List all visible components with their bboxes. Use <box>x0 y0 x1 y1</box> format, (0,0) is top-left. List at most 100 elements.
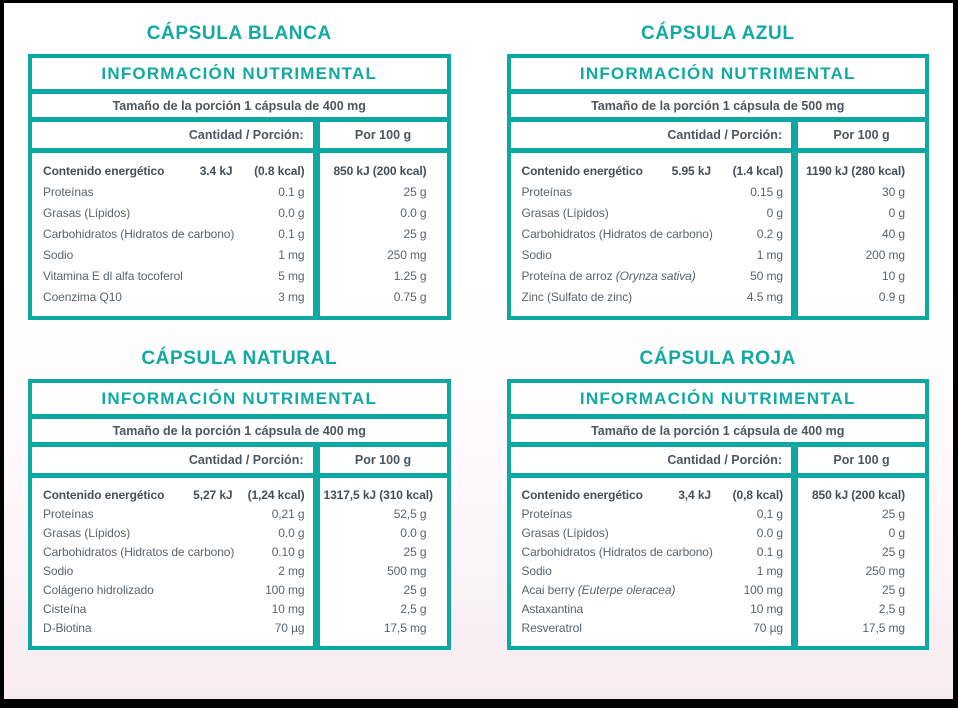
energy-kj: 3.4 kJ <box>199 164 233 178</box>
per100-value: 200 mg <box>865 248 906 262</box>
nutrient-row: Grasas (Lípidos) 0 g <box>522 203 784 224</box>
nutrient-row: Proteínas 0.15 g <box>522 182 784 203</box>
table-title: INFORMACIÓN NUTRIMENTAL <box>32 383 447 414</box>
per100-energy: 1190 kJ (280 kcal) <box>806 164 905 178</box>
nutrient-amount: 2 mg <box>278 564 305 578</box>
nutrient-amount: 1 mg <box>756 248 783 262</box>
nutrient-species: (Euterpe oleracea) <box>577 583 676 597</box>
per100-value: 250 mg <box>387 248 427 262</box>
nutrient-name: Carbohidratos (Hidratos de carbono) <box>521 227 713 241</box>
nutrient-row: Zinc (Sulfato de zinc) 4.5 mg <box>522 287 784 308</box>
energy-kj: 3,4 kJ <box>678 488 711 502</box>
nutrient-row: Proteínas 0,1 g <box>522 505 784 524</box>
nutrition-facts-table: INFORMACIÓN NUTRIMENTAL Tamaño de la por… <box>506 379 929 650</box>
nutrition-facts-table: INFORMACIÓN NUTRIMENTAL Tamaño de la por… <box>506 54 929 320</box>
nutrient-amount: 0,21 g <box>271 507 305 521</box>
nutrient-label: Proteínas <box>522 182 751 203</box>
nutrient-name: Proteína de arroz <box>521 269 616 283</box>
nutrient-label: Proteínas <box>43 505 272 524</box>
nutrient-label: Grasas (Lípidos) <box>522 524 757 543</box>
nutrient-row: Proteína de arroz (Orynza sativa) 50 mg <box>522 266 784 287</box>
nutrient-name: Proteínas <box>521 507 573 521</box>
nutrient-amount: 1 mg <box>278 248 305 262</box>
nutrient-row: Carbohidratos (Hidratos de carbono) 0.1 … <box>43 224 305 245</box>
nutrient-row: Sodio 1 mg <box>522 245 784 266</box>
nutrients-column: Contenido energético 5.95 kJ (1.4 kcal) … <box>510 153 791 316</box>
panel-capsula-blanca: CÁPSULA BLANCA INFORMACIÓN NUTRIMENTAL T… <box>28 19 451 320</box>
nutrient-amount: 0.0 g <box>278 206 305 220</box>
capsule-title: CÁPSULA ROJA <box>639 348 796 369</box>
nutrient-amount: 100 mg <box>265 583 305 597</box>
nutrient-label: Carbohidratos (Hidratos de carbono) <box>522 543 757 562</box>
nutrient-amount: 3 mg <box>278 290 305 304</box>
nutrient-amount: 0.15 g <box>750 185 783 199</box>
per100-value: 30 g <box>882 185 905 199</box>
per100-value: 25 g <box>882 507 905 521</box>
nutrient-amount: 10 mg <box>750 602 783 616</box>
nutrient-label: Contenido energético <box>43 164 165 178</box>
nutrient-name: D-Biotina <box>43 621 92 635</box>
energy-row: Contenido energético 5.95 kJ (1.4 kcal) <box>522 161 784 182</box>
per100-value: 17,5 mg <box>383 621 427 635</box>
nutrient-name: Grasas (Lípidos) <box>521 526 609 540</box>
energy-kcal: (1,24 kcal) <box>247 488 305 502</box>
nutrient-amount: 0.10 g <box>271 545 305 559</box>
per100-value: 0.9 g <box>878 290 905 304</box>
nutrient-name: Grasas (Lípidos) <box>43 206 131 220</box>
table-body: Contenido energético 5.95 kJ (1.4 kcal) … <box>510 153 925 316</box>
per100-value: 25 g <box>403 227 427 241</box>
nutrient-amount: 100 mg <box>743 583 784 597</box>
nutrient-label: Proteínas <box>43 182 278 203</box>
nutrient-name: Resveratrol <box>521 621 582 635</box>
col-header-per100: Por 100 g <box>798 122 925 148</box>
per100-value: 52,5 g <box>393 507 427 521</box>
col-header-per100: Por 100 g <box>319 122 447 148</box>
nutrient-amount: 0.0 g <box>756 526 783 540</box>
nutrient-row: Acai berry (Euterpe oleracea) 100 mg <box>522 581 784 600</box>
per100-value: 0.0 g <box>400 526 427 540</box>
nutrient-label: Sodio <box>43 245 278 266</box>
per100-value: 0 g <box>888 206 905 220</box>
serving-size: Tamaño de la porción 1 cápsula de 400 mg <box>32 94 447 117</box>
nutrient-amount: 70 µg <box>753 621 783 635</box>
nutrient-name: Grasas (Lípidos) <box>43 526 131 540</box>
energy-row: Contenido energético 3.4 kJ (0.8 kcal) <box>43 161 305 182</box>
nutrient-row: Astaxantina 10 mg <box>522 600 784 619</box>
nutrients-column: Contenido energético 5,27 kJ (1,24 kcal)… <box>32 478 313 646</box>
nutrient-label: Carbohidratos (Hidratos de carbono) <box>43 224 278 245</box>
panel-capsula-natural: CÁPSULA NATURAL INFORMACIÓN NUTRIMENTAL … <box>28 344 451 650</box>
nutrient-label: Colágeno hidrolizado <box>43 581 265 600</box>
table-title: INFORMACIÓN NUTRIMENTAL <box>32 58 447 89</box>
nutrient-row: Colágeno hidrolizado 100 mg <box>43 581 305 600</box>
nutrient-label: Proteína de arroz (Orynza sativa) <box>522 266 751 287</box>
capsule-title: CÁPSULA NATURAL <box>141 348 338 369</box>
nutrient-row: Coenzima Q10 3 mg <box>43 287 305 308</box>
nutrients-column: Contenido energético 3,4 kJ (0,8 kcal) P… <box>510 478 791 646</box>
energy-kj: 5.95 kJ <box>671 164 711 178</box>
nutrient-label: Coenzima Q10 <box>43 287 278 308</box>
nutrient-label: Carbohidratos (Hidratos de carbono) <box>522 224 757 245</box>
nutrient-name: Grasas (Lípidos) <box>521 206 609 220</box>
nutrient-row: Grasas (Lípidos) 0.0 g <box>522 524 784 543</box>
panel-capsula-roja: CÁPSULA ROJA INFORMACIÓN NUTRIMENTAL Tam… <box>506 344 929 650</box>
table-body: Contenido energético 3.4 kJ (0.8 kcal) P… <box>32 153 447 316</box>
per100-energy: 1317,5 kJ (310 kcal) <box>323 488 434 502</box>
nutrient-name: Zinc (Sulfato de zinc) <box>521 290 633 304</box>
nutrient-amount: 1 mg <box>756 564 783 578</box>
serving-size: Tamaño de la porción 1 cápsula de 500 mg <box>510 94 925 117</box>
column-header-row: Cantidad / Porción: Por 100 g <box>32 122 447 148</box>
nutrient-name: Carbohidratos (Hidratos de carbono) <box>43 545 235 559</box>
energy-kcal: (1.4 kcal) <box>732 164 783 178</box>
nutrient-row: Carbohidratos (Hidratos de carbono) 0.1 … <box>522 543 784 562</box>
serving-size: Tamaño de la porción 1 cápsula de 400 mg <box>510 419 925 442</box>
col-header-portion: Cantidad / Porción: <box>32 447 313 473</box>
per100-column: 850 kJ (200 kcal) 25 g 0.0 g 25 g 250 mg… <box>319 153 447 316</box>
per100-value: 25 g <box>882 583 905 597</box>
nutrient-row: Carbohidratos (Hidratos de carbono) 0.2 … <box>522 224 784 245</box>
nutrient-amount: 50 mg <box>750 269 783 283</box>
per100-value: 40 g <box>882 227 905 241</box>
nutrient-row: D-Biotina 70 µg <box>43 619 305 638</box>
per100-value: 25 g <box>403 583 427 597</box>
per100-value: 10 g <box>882 269 905 283</box>
nutrient-row: Vitamina E dl alfa tocoferol 5 mg <box>43 266 305 287</box>
